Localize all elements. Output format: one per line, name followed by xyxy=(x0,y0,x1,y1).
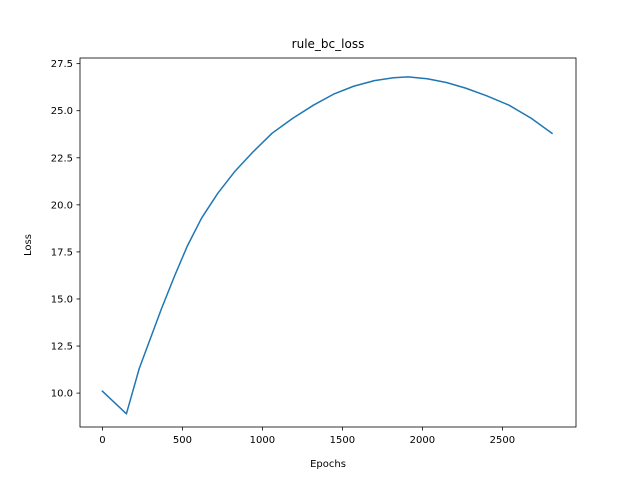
y-tick-label: 27.5 xyxy=(51,59,73,70)
y-tick-label: 15.0 xyxy=(51,294,73,305)
y-tick-label: 12.5 xyxy=(51,342,73,353)
x-tick-label: 500 xyxy=(173,435,192,446)
chart-title: rule_bc_loss xyxy=(292,37,365,51)
x-tick-label: 2500 xyxy=(490,435,515,446)
y-tick-label: 17.5 xyxy=(51,247,73,258)
y-tick-label: 10.0 xyxy=(51,389,73,400)
x-tick-label: 1500 xyxy=(330,435,355,446)
x-tick-label: 1000 xyxy=(250,435,275,446)
series-line-0 xyxy=(101,76,554,415)
x-tick-label: 0 xyxy=(99,435,105,446)
plot-area: 0 500 1000 1500 2000 2500 10.0 12.5 15.0 17.5 20.0… xyxy=(51,57,577,446)
y-tick-label: 20.0 xyxy=(51,200,73,211)
x-axis-title: Epochs xyxy=(310,459,346,470)
axes-frame xyxy=(79,57,577,428)
y-tick-label: 22.5 xyxy=(51,153,73,164)
x-tick-label: 2000 xyxy=(410,435,435,446)
y-tick-label: 25.0 xyxy=(51,106,73,117)
y-axis-title: Loss xyxy=(23,234,34,256)
